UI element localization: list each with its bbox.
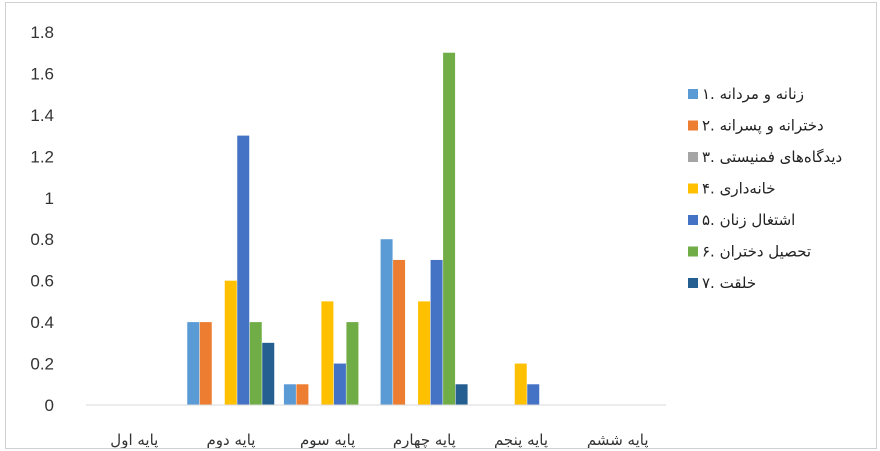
bar bbox=[187, 322, 200, 405]
bar bbox=[283, 384, 296, 405]
bar bbox=[393, 259, 406, 405]
legend-label: ۵. اشتغال زنان bbox=[702, 211, 795, 229]
x-tick-label: پایه پنجم bbox=[494, 431, 548, 448]
bar bbox=[380, 239, 393, 405]
y-tick-label: 0 bbox=[45, 396, 54, 415]
bar bbox=[333, 363, 346, 405]
x-tick-label: پایه اول bbox=[110, 431, 158, 448]
bar bbox=[430, 259, 443, 405]
bar-chart: 00.20.40.60.811.21.41.61.8 پایه اول پایه … bbox=[30, 23, 842, 448]
legend-swatch bbox=[688, 246, 698, 257]
legend-label: ۲. دخترانه و پسرانه bbox=[702, 117, 824, 136]
y-tick-label: 1 bbox=[45, 189, 54, 208]
legend-label: ۴. خانه‌داری bbox=[702, 180, 776, 198]
legend-label: ۱. زنانه و مردانه bbox=[702, 85, 804, 103]
chart-frame: 0 0.2 0.4 0.6 0.8 1 1.2 1.4 1.6 1.8 پایه اول پایه … bbox=[5, 2, 877, 449]
bar bbox=[346, 322, 359, 405]
legend-label: ۶. تحصیل دختران bbox=[702, 243, 811, 261]
bar bbox=[443, 52, 456, 405]
y-tick-label: 1.6 bbox=[30, 64, 54, 83]
y-axis-ticks: 0 0.2 0.4 0.6 0.8 1 1.2 1.4 1.6 1.8 bbox=[30, 23, 54, 415]
x-tick-label: پایه ششم bbox=[587, 431, 649, 448]
legend-label: ۷. خلقت bbox=[702, 274, 756, 292]
x-axis-categories: پایه اول پایه دوم پایه سوم پایه چهارم پایه پ… bbox=[110, 431, 648, 448]
legend-swatch bbox=[688, 89, 698, 99]
bar bbox=[199, 322, 212, 405]
y-tick-label: 1.4 bbox=[30, 106, 54, 125]
bar bbox=[527, 384, 540, 405]
legend: ۱. زنانه و مردانه ۲. دخترانه و پسرانه ۳. د… bbox=[688, 85, 842, 292]
y-tick-label: 0.8 bbox=[30, 230, 54, 249]
legend-swatch bbox=[688, 120, 698, 131]
x-tick-label: پایه چهارم bbox=[393, 431, 456, 448]
legend-swatch bbox=[688, 152, 698, 162]
bar bbox=[262, 342, 275, 405]
bar bbox=[237, 135, 250, 405]
y-tick-label: 1.8 bbox=[30, 23, 54, 42]
bar bbox=[455, 384, 468, 405]
bar bbox=[418, 301, 431, 405]
legend-label: ۳. دیدگاه‌های فمنیستی bbox=[702, 148, 842, 166]
bar bbox=[321, 301, 334, 405]
x-tick-label: پایه سوم bbox=[300, 431, 355, 448]
y-tick-label: 0.2 bbox=[30, 355, 54, 374]
y-tick-label: 0.6 bbox=[30, 272, 54, 291]
bar bbox=[224, 280, 237, 405]
legend-swatch bbox=[688, 183, 698, 194]
bar bbox=[296, 384, 309, 405]
bar bbox=[249, 322, 262, 405]
legend-swatch bbox=[688, 215, 698, 225]
y-tick-label: 0.4 bbox=[30, 313, 54, 332]
legend-swatch bbox=[688, 278, 698, 288]
bars bbox=[187, 52, 540, 405]
x-tick-label: پایه دوم bbox=[207, 431, 256, 448]
y-tick-label: 1.2 bbox=[30, 147, 54, 166]
bar bbox=[514, 363, 527, 405]
